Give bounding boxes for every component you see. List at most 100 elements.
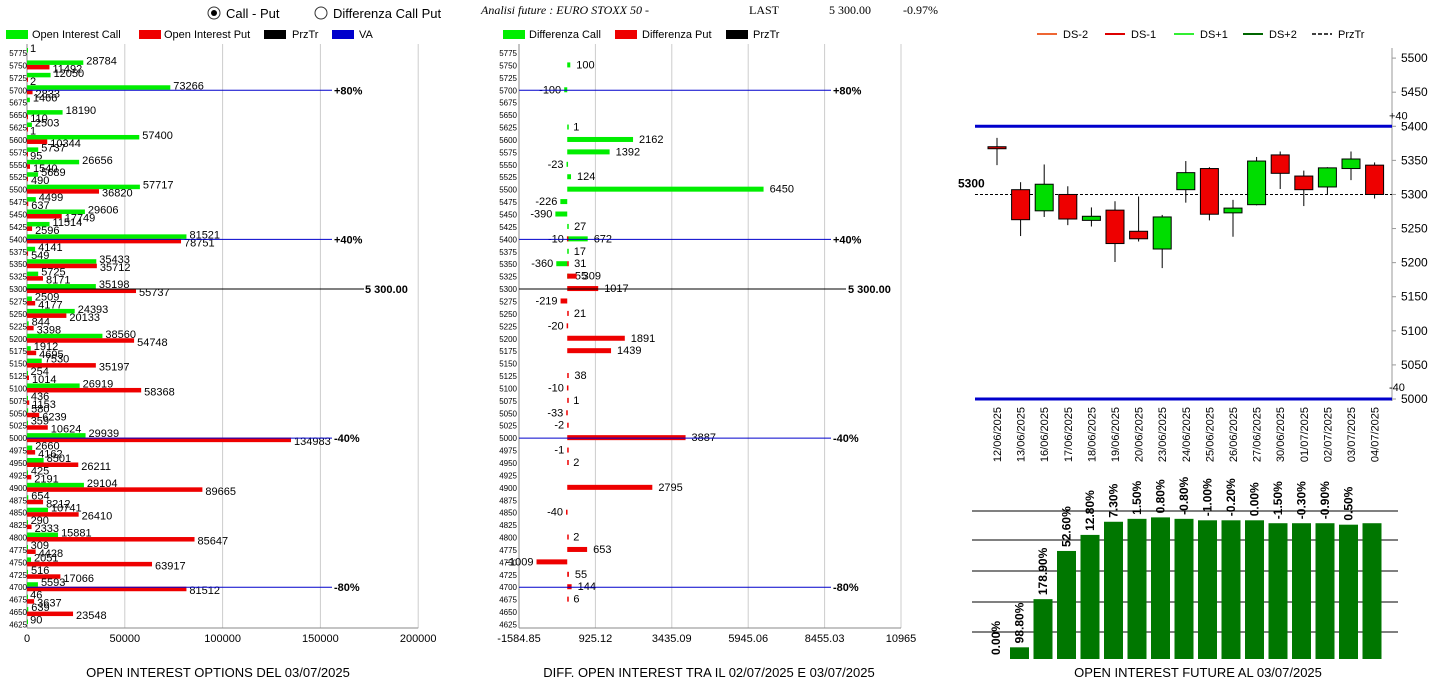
put-oi-bar bbox=[27, 164, 31, 169]
legend-oi-call: Open Interest Call bbox=[32, 29, 121, 41]
strike-label: 5000 bbox=[9, 434, 27, 443]
strike-label: 4700 bbox=[499, 583, 517, 592]
x-date-label: 20/06/2025 bbox=[1134, 407, 1146, 462]
strike-label: 4800 bbox=[499, 534, 517, 543]
put-oi-label: 1540 bbox=[33, 163, 57, 175]
strike-label: 5125 bbox=[499, 372, 517, 381]
candle-body bbox=[1247, 160, 1267, 206]
strike-label: 5125 bbox=[9, 372, 27, 381]
future-oi-label: 52.60% bbox=[1060, 506, 1074, 547]
future-oi-bar bbox=[1104, 521, 1123, 659]
legend-swatch-diff-call bbox=[503, 30, 525, 39]
put-oi-bar bbox=[27, 549, 36, 554]
call-oi-bar bbox=[27, 97, 30, 103]
strike-label: 4625 bbox=[9, 621, 27, 630]
put-oi-label: 637 bbox=[31, 200, 49, 212]
legend-diff-put: Differenza Put bbox=[642, 29, 712, 41]
strike-label: 4950 bbox=[9, 459, 27, 468]
strike-label: 5275 bbox=[9, 297, 27, 306]
put-oi-bar bbox=[27, 214, 62, 219]
strike-label: 5425 bbox=[499, 223, 517, 232]
strike-label: 5075 bbox=[499, 397, 517, 406]
diff-put-bar bbox=[560, 298, 568, 304]
x-date-label: 26/06/2025 bbox=[1228, 407, 1240, 462]
call-oi-bar bbox=[27, 395, 28, 401]
call-oi-bar bbox=[27, 172, 39, 177]
radio-diff-call-put[interactable]: Differenza Call Put bbox=[314, 6, 442, 21]
put-oi-label: 4695 bbox=[39, 349, 63, 361]
strike-label: 5100 bbox=[9, 384, 27, 393]
prztr-label: 5300 bbox=[958, 176, 985, 190]
call-oi-label: 90 bbox=[30, 615, 42, 627]
put-oi-bar bbox=[27, 487, 203, 492]
strike-label: 5650 bbox=[499, 111, 517, 120]
call-oi-bar bbox=[27, 246, 36, 252]
put-oi-label: 6239 bbox=[42, 411, 66, 423]
diff-call-label: 124 bbox=[577, 171, 595, 183]
diff-put-bar bbox=[567, 261, 569, 267]
put-oi-bar bbox=[27, 474, 32, 480]
strike-label: 5700 bbox=[499, 86, 517, 95]
legend-swatch-va bbox=[332, 30, 354, 39]
call-oi-bar bbox=[27, 209, 85, 215]
strike-label: 4900 bbox=[499, 484, 517, 493]
strike-label: 4825 bbox=[499, 521, 517, 530]
strike-label: 5725 bbox=[9, 74, 27, 83]
put-oi-label: 4162 bbox=[38, 449, 62, 461]
diff-call-label: 17 bbox=[574, 246, 586, 258]
call-oi-label: 516 bbox=[31, 565, 49, 577]
call-oi-label: 7530 bbox=[45, 354, 69, 366]
strike-label: 5725 bbox=[499, 74, 517, 83]
put-oi-label: 17749 bbox=[65, 213, 96, 225]
candle-body bbox=[1270, 154, 1290, 174]
strike-label: 5675 bbox=[9, 99, 27, 108]
put-oi-bar bbox=[27, 363, 96, 368]
diff-put-bar bbox=[567, 348, 612, 354]
strike-label: 4750 bbox=[499, 558, 517, 567]
diff-call-label: -226 bbox=[535, 196, 557, 208]
call-oi-label: 29939 bbox=[89, 428, 120, 440]
put-oi-bar bbox=[27, 586, 187, 592]
call-oi-label: 11514 bbox=[53, 217, 83, 229]
diff-put-label: -33 bbox=[547, 407, 563, 419]
put-oi-label: 95 bbox=[30, 150, 42, 162]
candlestick-chart: 5500 5450 5400 5350 5300 5250 5200 5150 5100 5050… bbox=[958, 48, 1428, 462]
strike-label: 5650 bbox=[9, 111, 27, 120]
legend-oi-prztr: PrzTr bbox=[292, 29, 319, 41]
y-tick-label: 5100 bbox=[1401, 324, 1428, 338]
diff-put-bar bbox=[567, 571, 569, 577]
diff-put-label: 55 bbox=[575, 569, 587, 581]
diff-put-label: 31 bbox=[574, 258, 586, 270]
strike-label: 4825 bbox=[9, 521, 27, 530]
strike-label: 5475 bbox=[499, 198, 517, 207]
call-oi-bar bbox=[27, 594, 28, 600]
put-oi-bar bbox=[27, 276, 43, 281]
call-oi-bar bbox=[27, 408, 29, 413]
call-oi-label: 844 bbox=[32, 316, 50, 328]
call-oi-bar bbox=[27, 445, 33, 451]
put-oi-bar bbox=[27, 176, 28, 182]
diff-put-label: -20 bbox=[548, 320, 564, 332]
put-oi-label: 63917 bbox=[155, 560, 186, 572]
strike-label: 5050 bbox=[499, 409, 517, 418]
strike-label: 5550 bbox=[9, 161, 27, 170]
y-tick-label: 5350 bbox=[1401, 153, 1428, 167]
call-oi-label: 254 bbox=[30, 366, 48, 378]
upper-va-label: +40 bbox=[1389, 110, 1408, 122]
strike-label: 5750 bbox=[499, 61, 517, 70]
diff-call-bar bbox=[567, 62, 571, 68]
call-oi-bar bbox=[27, 60, 84, 65]
future-oi-bar bbox=[1010, 647, 1029, 659]
diff-put-bar bbox=[566, 385, 569, 391]
strike-label: 5250 bbox=[9, 310, 27, 319]
x-date-label: 30/06/2025 bbox=[1275, 407, 1287, 462]
put-oi-bar bbox=[27, 89, 33, 95]
radio-call-put[interactable]: Call - Put bbox=[207, 6, 280, 21]
strike-label: 5275 bbox=[499, 297, 517, 306]
candle-body bbox=[1223, 207, 1243, 214]
legend-swatch-call bbox=[6, 30, 28, 39]
diff-call-bar bbox=[567, 174, 572, 180]
put-oi-label: 17066 bbox=[63, 573, 94, 585]
strike-label: 5075 bbox=[9, 397, 27, 406]
strike-label: 4725 bbox=[9, 571, 27, 580]
